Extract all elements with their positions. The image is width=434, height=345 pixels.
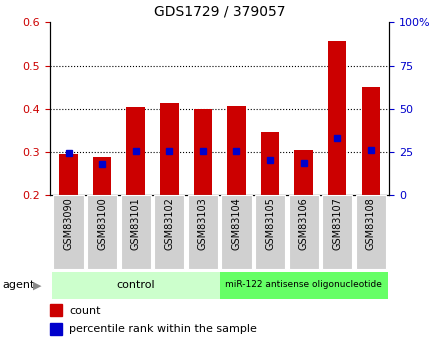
Bar — [294, 150, 312, 195]
Bar — [126, 107, 145, 195]
FancyBboxPatch shape — [87, 195, 117, 269]
Bar — [92, 157, 111, 195]
Text: GDS1729 / 379057: GDS1729 / 379057 — [154, 5, 285, 19]
Text: GSM83106: GSM83106 — [298, 197, 308, 250]
FancyBboxPatch shape — [254, 195, 285, 269]
Bar — [227, 106, 245, 195]
Bar — [361, 87, 379, 195]
FancyBboxPatch shape — [221, 195, 251, 269]
Text: percentile rank within the sample: percentile rank within the sample — [69, 324, 256, 334]
FancyBboxPatch shape — [219, 272, 387, 299]
FancyBboxPatch shape — [120, 195, 151, 269]
Text: agent: agent — [2, 280, 34, 290]
Bar — [50, 304, 62, 316]
Text: GSM83090: GSM83090 — [63, 197, 73, 250]
Text: GSM83103: GSM83103 — [197, 197, 207, 250]
FancyBboxPatch shape — [154, 195, 184, 269]
Text: GSM83104: GSM83104 — [231, 197, 241, 250]
Text: control: control — [116, 280, 155, 290]
Text: GSM83107: GSM83107 — [332, 197, 342, 250]
Bar — [327, 41, 346, 195]
Text: GSM83102: GSM83102 — [164, 197, 174, 250]
FancyBboxPatch shape — [322, 195, 352, 269]
FancyBboxPatch shape — [288, 195, 318, 269]
Text: GSM83108: GSM83108 — [365, 197, 375, 250]
Text: ▶: ▶ — [33, 280, 41, 290]
Bar — [50, 323, 62, 335]
Bar — [160, 103, 178, 195]
Text: GSM83100: GSM83100 — [97, 197, 107, 250]
Text: miR-122 antisense oligonucleotide: miR-122 antisense oligonucleotide — [225, 280, 381, 289]
Text: GSM83105: GSM83105 — [264, 197, 274, 250]
FancyBboxPatch shape — [355, 195, 385, 269]
Bar — [193, 109, 212, 195]
FancyBboxPatch shape — [187, 195, 217, 269]
Bar — [59, 154, 78, 195]
Text: count: count — [69, 306, 100, 315]
FancyBboxPatch shape — [53, 195, 83, 269]
FancyBboxPatch shape — [52, 272, 219, 299]
Bar — [260, 132, 279, 195]
Text: GSM83101: GSM83101 — [130, 197, 140, 250]
